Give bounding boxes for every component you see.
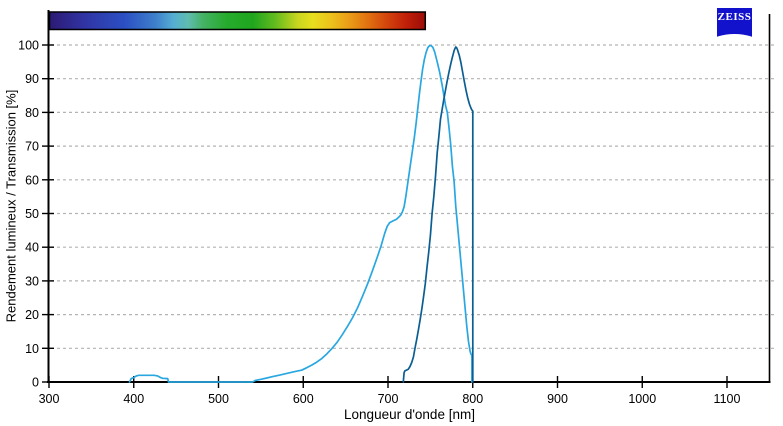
x-tick-label-400: 400: [123, 392, 144, 406]
zeiss-logo-text: ZEISS: [717, 11, 752, 23]
curve-emission: [402, 46, 474, 383]
curve-transmission-excitation: [128, 44, 473, 383]
x-tick-label-900: 900: [547, 392, 568, 406]
y-tick-label-0: 0: [32, 376, 39, 390]
x-tick-label-1100: 1100: [714, 392, 741, 406]
x-axis-title: Longueur d'onde [nm]: [344, 407, 475, 422]
x-tick-label-300: 300: [39, 392, 60, 406]
y-tick-label-60: 60: [25, 173, 39, 187]
y-tick-label-50: 50: [25, 207, 39, 221]
y-tick-label-70: 70: [25, 140, 39, 154]
y-tick-label-30: 30: [25, 274, 39, 288]
wavelength-spectrum-bar: [48, 11, 427, 31]
zeiss-lens-arc: [717, 34, 752, 40]
y-tick-label-20: 20: [25, 308, 39, 322]
x-tick-label-600: 600: [293, 392, 314, 406]
y-tick-label-10: 10: [25, 342, 39, 356]
x-tick-label-500: 500: [208, 392, 229, 406]
y-tick-label-40: 40: [25, 241, 39, 255]
x-tick-label-1000: 1000: [628, 392, 656, 406]
y-tick-label-80: 80: [25, 106, 39, 120]
zeiss-logo: ZEISS: [717, 8, 752, 40]
y-tick-label-100: 100: [18, 39, 39, 53]
x-tick-label-700: 700: [378, 392, 399, 406]
y-tick-label-90: 90: [25, 72, 39, 86]
x-tick-label-800: 800: [462, 392, 483, 406]
